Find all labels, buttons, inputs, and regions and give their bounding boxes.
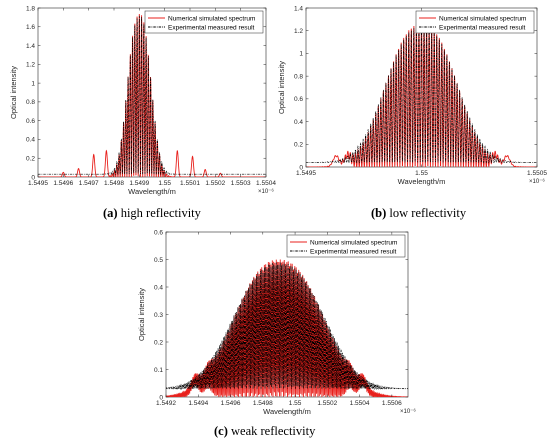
caption-a-text: high reflectivity [117,206,201,220]
x-tick-label: 1.5503 [231,180,251,187]
caption-b: (b) low reflectivity [371,206,466,221]
y-tick-label: 0.2 [26,156,35,163]
y-axis-label: Optical intensity [137,288,146,341]
legend-label: Experimental measured result [310,248,397,255]
legend: Numerical simulated spectrum Experimental… [415,10,535,34]
series-measured-line [166,262,408,391]
y-tick-label: 1.2 [294,28,303,35]
chart-c: 1.5492 1.5494 1.5496 1.5498 1.55 1.5502 1.5504… [137,229,416,416]
x-axis-exponent: ×10⁻⁶ [258,188,274,195]
y-tick-label: 1.4 [26,43,35,50]
caption-b-text: low reflectivity [386,206,467,220]
y-tick-label: 0.6 [294,96,303,103]
x-tick-label: 1.5495 [28,180,48,187]
y-tick-label: 0 [299,164,303,171]
x-axis-exponent: ×10⁻⁶ [400,408,416,415]
legend: Numerical simulated spectrum Experimental… [286,234,406,258]
legend-label: Numerical simulated spectrum [310,239,397,246]
caption-c-letter: (c) [214,424,228,438]
chart-a: 1.5495 1.5496 1.5497 1.5498 1.5499 1.55 1.5501… [9,5,276,196]
y-axis-label: Optical intensity [277,61,286,114]
y-tick-label: 1 [299,51,303,58]
x-tick-label: 1.5502 [205,180,225,187]
legend: Numerical simulated spectrum Experimental… [144,10,264,34]
x-tick-label: 1.5496 [53,180,73,187]
x-axis-label: Wavelength/m [128,187,176,196]
legend-label: Numerical simulated spectrum [439,15,526,22]
y-tick-label: 0.5 [154,257,163,264]
series-measured-line [306,26,537,164]
y-tick-label: 0 [31,174,35,181]
x-tick-label: 1.5495 [296,170,316,177]
y-tick-label: 1.8 [26,5,35,12]
x-tick-label: 1.55 [289,400,302,407]
x-tick-label: 1.5496 [221,400,241,407]
x-tick-label: 1.5506 [382,400,402,407]
y-tick-label: 1 [31,80,35,87]
x-tick-label: 1.5504 [256,180,276,187]
legend-label: Experimental measured result [439,24,526,31]
x-axis-label: Wavelength/m [263,407,311,416]
caption-a: (a) high reflectivity [103,206,201,221]
y-tick-label: 1.4 [294,5,303,12]
y-tick-label: 0.3 [154,312,163,319]
x-tick-label: 1.5505 [527,170,547,177]
y-tick-label: 0.4 [294,119,303,126]
y-tick-label: 0.2 [154,339,163,346]
legend-box [144,10,264,34]
series-measured-line [38,15,266,176]
y-tick-label: 0.6 [154,229,163,236]
x-axis-label: Wavelength/m [398,177,446,186]
caption-c: (c) weak reflectivity [214,424,315,439]
x-tick-label: 1.5499 [129,180,149,187]
plot-frame [37,7,267,178]
series-simulated-line [38,14,266,177]
x-tick-label: 1.5498 [104,180,124,187]
legend-label: Experimental measured result [168,24,255,31]
caption-b-letter: (b) [371,206,387,220]
chart-b: 1.5495 1.55 1.5505 0 0.2 0.4 0.6 0.8 1 1.2 1.4 Wave… [277,5,547,186]
y-tick-label: 0.1 [154,367,163,374]
x-tick-label: 1.5498 [253,400,273,407]
y-tick-label: 0.6 [26,118,35,125]
y-tick-label: 0.4 [26,137,35,144]
y-tick-label: 1.2 [26,62,35,69]
caption-a-letter: (a) [103,206,118,220]
y-tick-label: 0.2 [294,142,303,149]
x-tick-label: 1.5502 [317,400,337,407]
x-tick-label: 1.5504 [350,400,370,407]
x-tick-label: 1.5501 [180,180,200,187]
legend-box [286,234,406,258]
x-tick-label: 1.5497 [79,180,99,187]
y-tick-label: 1.6 [26,24,35,31]
y-axis-label: Optical intensity [9,66,18,119]
y-tick-label: 0 [159,394,163,401]
y-tick-label: 0.8 [26,99,35,106]
y-tick-label: 0.8 [294,73,303,80]
x-tick-label: 1.5492 [156,400,176,407]
legend-box [415,10,535,34]
caption-c-text: weak reflectivity [227,424,316,438]
x-tick-label: 1.55 [415,170,428,177]
x-axis-exponent: ×10⁻⁶ [529,178,545,185]
x-tick-label: 1.55 [158,180,171,187]
x-tick-label: 1.5494 [188,400,208,407]
y-tick-label: 0.4 [154,284,163,291]
legend-label: Numerical simulated spectrum [168,15,255,22]
